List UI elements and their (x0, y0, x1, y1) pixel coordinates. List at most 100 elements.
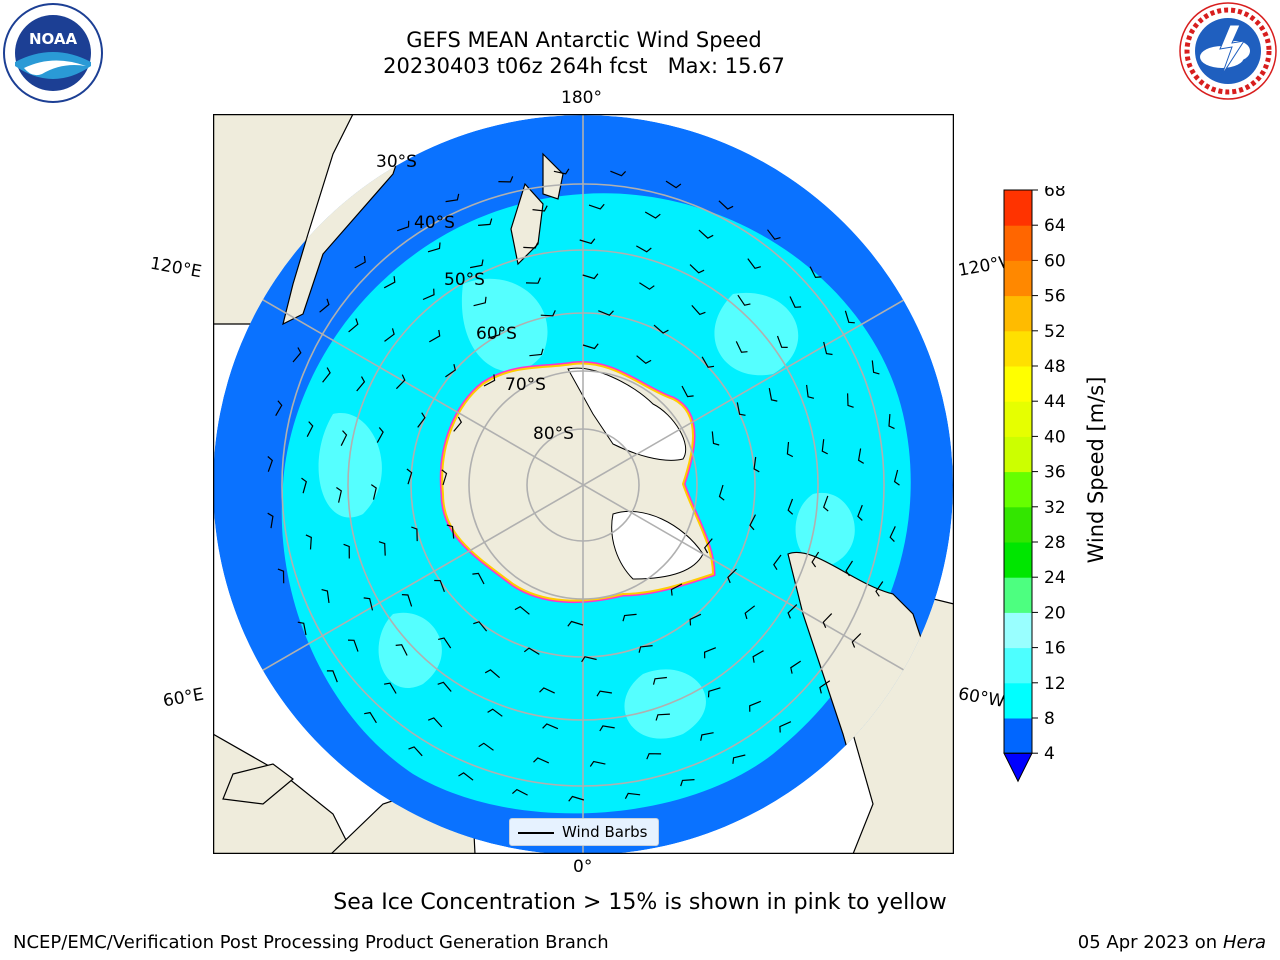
wind-barb (417, 412, 426, 428)
wind-barb (498, 176, 514, 183)
wind-barb (478, 742, 494, 751)
wind-barb (487, 708, 503, 717)
wind-barb (681, 385, 694, 398)
wind-barb (297, 621, 307, 636)
wind-barb (376, 427, 384, 443)
map-panel (213, 114, 954, 854)
lon-label-60w: 60°W (956, 684, 1007, 712)
legend-label: Wind Barbs (562, 823, 648, 841)
wind-barb (893, 469, 900, 486)
wind-barb (689, 264, 705, 274)
wind-barb (326, 670, 338, 683)
wind-barb (622, 613, 637, 622)
wind-barb (434, 579, 445, 593)
wind-barb (749, 514, 757, 531)
wind-barb (589, 760, 606, 767)
colorbar-segment (1004, 190, 1032, 226)
wind-barb (319, 298, 330, 313)
wind-barb (665, 180, 682, 189)
noaa-logo: NOAA (2, 2, 104, 104)
colorbar-tick-label: 36 (1044, 463, 1066, 483)
map-title: GEFS MEAN Antarctic Wind Speed (406, 28, 762, 52)
wind-barb (599, 725, 615, 732)
colorbar-tick-label: 60 (1044, 251, 1066, 271)
wind-barb (875, 581, 884, 597)
wind-barb (472, 572, 485, 585)
lon-label-0: 0° (573, 857, 593, 877)
wind-barb (752, 650, 764, 663)
colorbar-tick-label: 48 (1044, 357, 1066, 377)
wind-barb (568, 795, 585, 802)
wind-barb (267, 456, 274, 472)
colorbar-tick-label: 20 (1044, 603, 1066, 623)
wind-barb (378, 541, 386, 556)
wind-barb (306, 421, 314, 437)
colorbar-segment (1004, 577, 1032, 613)
wind-barb (340, 430, 348, 446)
colorbar-tick-label: 4 (1044, 744, 1055, 764)
wind-barb (790, 660, 802, 674)
wind-barb (821, 439, 828, 455)
wind-barb (370, 484, 377, 500)
wind-barb (354, 256, 366, 269)
colorbar-tick-label: 56 (1044, 287, 1066, 307)
wind-barb (727, 568, 737, 584)
lat-label-80s: 80°S (533, 424, 574, 444)
wind-barb (624, 792, 641, 799)
wind-barb (851, 633, 862, 648)
wind-barb (277, 568, 285, 584)
wind-barb (638, 645, 653, 653)
wind-barb (542, 723, 559, 730)
wind-barb (819, 680, 831, 694)
wind-barb (598, 310, 614, 316)
map-legend: Wind Barbs (509, 818, 659, 846)
map-canvas (213, 114, 954, 854)
colorbar-segment (1004, 542, 1032, 578)
wind-barb (384, 328, 395, 342)
wind-barb (718, 200, 734, 210)
wind-barb (822, 613, 833, 628)
wind-barb (711, 431, 720, 446)
wind-barb (458, 772, 474, 781)
wind-barb (845, 560, 854, 577)
colorbar-segment (1004, 330, 1032, 367)
wind-barb (553, 168, 570, 175)
wind-barb (469, 259, 484, 269)
wind-barb (889, 526, 896, 543)
lon-label-60e: 60°E (161, 684, 206, 712)
wind-barb (473, 296, 487, 307)
colorbar-segment (1004, 295, 1032, 332)
wind-barb (691, 305, 706, 316)
wind-barb (844, 310, 855, 324)
colorbar-tick-label: 8 (1044, 709, 1055, 729)
colorbar-segment (1004, 436, 1032, 473)
wind-barb (698, 229, 714, 239)
wind-barb (383, 276, 396, 289)
wind-barb (823, 341, 833, 356)
map-subtitle: 20230403 t06z 264h fcst Max: 15.67 (383, 54, 785, 78)
wind-barb (786, 441, 794, 458)
colorbar-tick-label: 16 (1044, 639, 1066, 659)
wind-barb (445, 193, 460, 203)
wind-barb (701, 356, 715, 368)
wind-barb (275, 400, 283, 416)
wind-barb (383, 682, 397, 694)
colorbar-segment (1004, 718, 1032, 754)
colorbar-segment (1004, 225, 1032, 261)
lat-label-70s: 70°S (505, 375, 546, 395)
wind-barb (364, 711, 377, 724)
wind-barb (343, 543, 350, 559)
lat-label-40s: 40°S (414, 213, 455, 233)
colorbar-segment (1004, 401, 1032, 437)
wind-barb (809, 266, 822, 279)
wind-barb (540, 310, 556, 317)
wind-barb (737, 294, 751, 306)
wind-barb (653, 324, 669, 334)
colorbar-tick-label: 52 (1044, 322, 1066, 342)
wind-barb (514, 605, 530, 615)
wind-barb (322, 367, 331, 383)
wind-barb (523, 647, 540, 655)
wind-barb (336, 487, 342, 503)
wind-barb (523, 242, 539, 249)
